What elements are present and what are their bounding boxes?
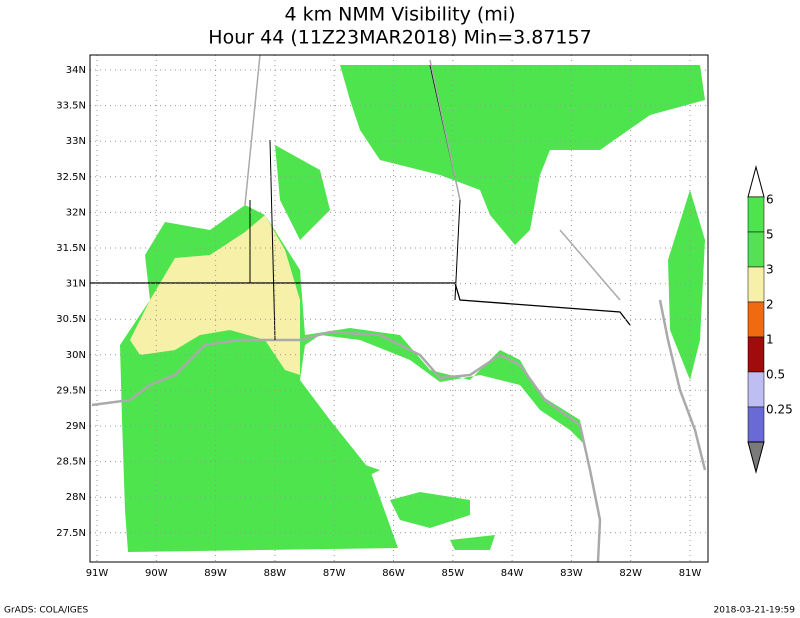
map <box>89 54 709 563</box>
lat-label: 29.5N <box>56 385 86 396</box>
lat-label: 30N <box>66 350 86 361</box>
footer-left: GrADS: COLA/IGES <box>4 606 88 616</box>
lat-label: 28N <box>66 492 86 503</box>
visibility-area <box>275 145 330 240</box>
colorbar-cap <box>747 441 765 474</box>
colorbar-box <box>747 301 765 338</box>
graticule <box>90 55 708 562</box>
lon-label: 86W <box>382 568 405 579</box>
footer-right: 2018-03-21-19:59 <box>714 606 796 616</box>
lon-label: 87W <box>323 568 346 579</box>
colorbar-cap <box>747 165 765 198</box>
lon-label: 89W <box>204 568 227 579</box>
visibility-area <box>350 460 495 550</box>
colorbar-box <box>747 266 765 303</box>
colorbar-label: 1 <box>766 333 774 347</box>
colorbar-box <box>747 231 765 268</box>
visibility-area <box>130 215 300 375</box>
colorbar-box <box>747 336 765 373</box>
colorbar-label: 6 <box>766 193 774 207</box>
lat-label: 33.5N <box>56 101 86 112</box>
map-frame <box>89 54 709 563</box>
lat-label: 31N <box>66 279 86 290</box>
lat-label: 32N <box>66 207 86 218</box>
lat-label: 30.5N <box>56 314 86 325</box>
lon-label: 88W <box>264 568 287 579</box>
colorbar-label: 3 <box>766 263 774 277</box>
title-line: Hour 44 (11Z23MAR2018) Min=3.87157 <box>208 27 591 49</box>
lat-label: 32.5N <box>56 172 86 183</box>
lon-label: 90W <box>145 568 168 579</box>
colorbar-box <box>747 371 765 408</box>
colorbar: 6 5 3 2 1 0.5 0.25 <box>747 165 793 474</box>
lat-label: 27.5N <box>56 528 86 539</box>
lat-label: 29N <box>66 421 86 432</box>
state-border <box>90 282 631 326</box>
lon-label: 81W <box>679 568 702 579</box>
lat-label: 33N <box>66 136 86 147</box>
visibility-area <box>668 190 705 380</box>
coastline <box>91 330 602 563</box>
colorbar-box <box>747 196 765 233</box>
lon-label: 84W <box>501 568 524 579</box>
colorbar-label: 0.5 <box>766 368 785 382</box>
title-line: 4 km NMM Visibility (mi) <box>285 4 516 26</box>
colorbar-label: 0.25 <box>766 403 793 417</box>
lat-label: 34N <box>66 65 86 76</box>
lon-label: 91W <box>86 568 109 579</box>
lon-label: 85W <box>441 568 464 579</box>
lon-label: 82W <box>619 568 642 579</box>
colorbar-label: 5 <box>766 228 774 242</box>
lat-label: 31.5N <box>56 243 86 254</box>
lon-label: 83W <box>560 568 583 579</box>
lat-label: 28.5N <box>56 457 86 468</box>
colorbar-label: 2 <box>766 298 774 312</box>
colorbar-box <box>747 406 765 443</box>
visibility-area <box>340 65 705 245</box>
